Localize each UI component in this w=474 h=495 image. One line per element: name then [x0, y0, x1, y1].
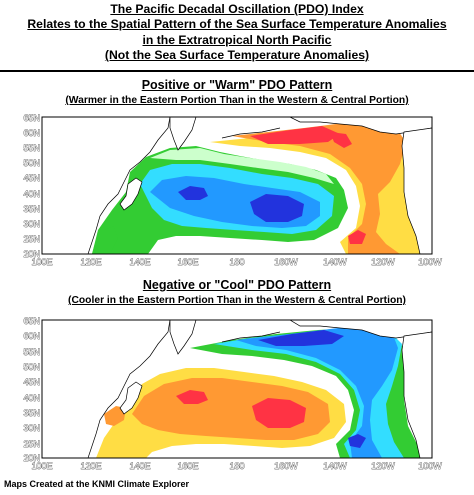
aleutian-chain [221, 331, 281, 343]
lat-label: 45N [23, 377, 40, 387]
alaska-land [289, 320, 432, 339]
lat-label: 30N [23, 219, 40, 229]
lat-label: 65N [23, 113, 40, 123]
cool-orange-west [104, 406, 126, 426]
warm-pattern-title: Positive or "Warm" PDO Pattern [141, 78, 333, 92]
lon-label: 100E [31, 461, 52, 471]
lat-label: 40N [23, 189, 40, 199]
lon-label: 140E [129, 461, 150, 471]
cool-red-core [252, 398, 306, 428]
lon-label: 160E [177, 257, 198, 267]
warm-pdo-map: 65N 60N 55N 50N 45N 40N 35N 30N 25N 20N … [0, 112, 474, 272]
lat-label: 30N [23, 423, 40, 433]
cool-lon-labels: 100E 120E 140E 160E 180 160W 140W 120W 1… [31, 461, 443, 472]
lon-label: 140E [129, 257, 150, 267]
lat-label: 55N [23, 347, 40, 357]
cool-pattern-title: Negative or "Cool" PDO Pattern [142, 278, 332, 292]
lat-label: 20N [23, 453, 40, 463]
warm-red-east [348, 230, 366, 244]
lon-label: 120E [80, 461, 101, 471]
warm-red-coast [330, 132, 352, 148]
lat-label: 40N [23, 393, 40, 403]
lat-label: 60N [23, 128, 40, 138]
lon-label: 120E [80, 257, 101, 267]
namerica-land [401, 127, 432, 254]
lon-label: 120W [371, 461, 395, 471]
warm-deepblue-core [250, 194, 304, 222]
lat-label: 55N [23, 143, 40, 153]
lat-label: 60N [23, 331, 40, 341]
warm-green-west [92, 226, 118, 254]
lat-label: 50N [23, 158, 40, 168]
lat-label: 25N [23, 439, 40, 449]
cool-deepblue-east [348, 434, 366, 448]
lon-label: 140W [323, 461, 347, 471]
lon-label: 160E [177, 461, 198, 471]
title-line-2: Relates to the Spatial Pattern of the Se… [27, 17, 447, 32]
warm-pale-band [150, 148, 334, 184]
warm-lon-labels: 100E 120E 140E 160E 180 160W 140W 120W 1… [31, 257, 443, 268]
lat-label: 20N [23, 249, 40, 259]
lon-label: 180 [229, 461, 244, 471]
lat-label: 35N [23, 408, 40, 418]
warm-pattern-subtitle: (Warmer in the Eastern Portion Than in t… [65, 95, 409, 106]
warm-orange-ring [232, 122, 406, 254]
lat-label: 50N [23, 362, 40, 372]
lon-label: 100E [31, 257, 52, 267]
cool-blue-ring [236, 326, 398, 458]
cool-pattern-subtitle: (Cooler in the Eastern Portion Than in t… [68, 295, 406, 306]
title-line-3: in the Extratropical North Pacific [142, 32, 332, 47]
lat-label: 35N [23, 204, 40, 214]
cool-pdo-map: 65N 60N 55N 50N 45N 40N 35N 30N 25N 20N … [0, 314, 474, 476]
lon-label: 120W [371, 257, 395, 267]
asia-land [42, 117, 171, 254]
japan-land [119, 381, 143, 415]
lat-label: 45N [23, 173, 40, 183]
lon-label: 100W [418, 461, 442, 471]
kamchatka-land [169, 320, 197, 355]
cool-lat-labels: 65N 60N 55N 50N 45N 40N 35N 30N 25N 20N [23, 316, 40, 464]
lat-label: 25N [23, 234, 40, 244]
title-line-4: (Not the Sea Surface Temperature Anomali… [104, 47, 370, 62]
warm-red-north [250, 126, 340, 144]
lon-label: 140W [323, 257, 347, 267]
divider [0, 70, 474, 72]
cool-deepblue-north [258, 330, 344, 346]
lon-label: 100W [418, 257, 442, 267]
warm-deepblue-west [178, 186, 208, 200]
title-line-1: The Pacific Decadal Oscillation (PDO) In… [110, 2, 364, 16]
asia-land [42, 320, 171, 458]
lon-label: 160W [274, 461, 298, 471]
credit-footer: Maps Created at the KNMI Climate Explore… [4, 479, 190, 489]
lon-label: 180 [229, 257, 244, 267]
warm-lat-labels: 65N 60N 55N 50N 45N 40N 35N 30N 25N 20N [23, 113, 40, 260]
japan-land [119, 177, 143, 211]
alaska-land [289, 117, 432, 135]
lon-label: 160W [274, 257, 298, 267]
namerica-land [401, 331, 432, 458]
cool-red-west [176, 390, 208, 404]
kamchatka-land [169, 117, 197, 151]
page-title: The Pacific Decadal Oscillation (PDO) In… [0, 2, 474, 63]
aleutian-chain [221, 127, 281, 139]
lat-label: 65N [23, 316, 40, 326]
